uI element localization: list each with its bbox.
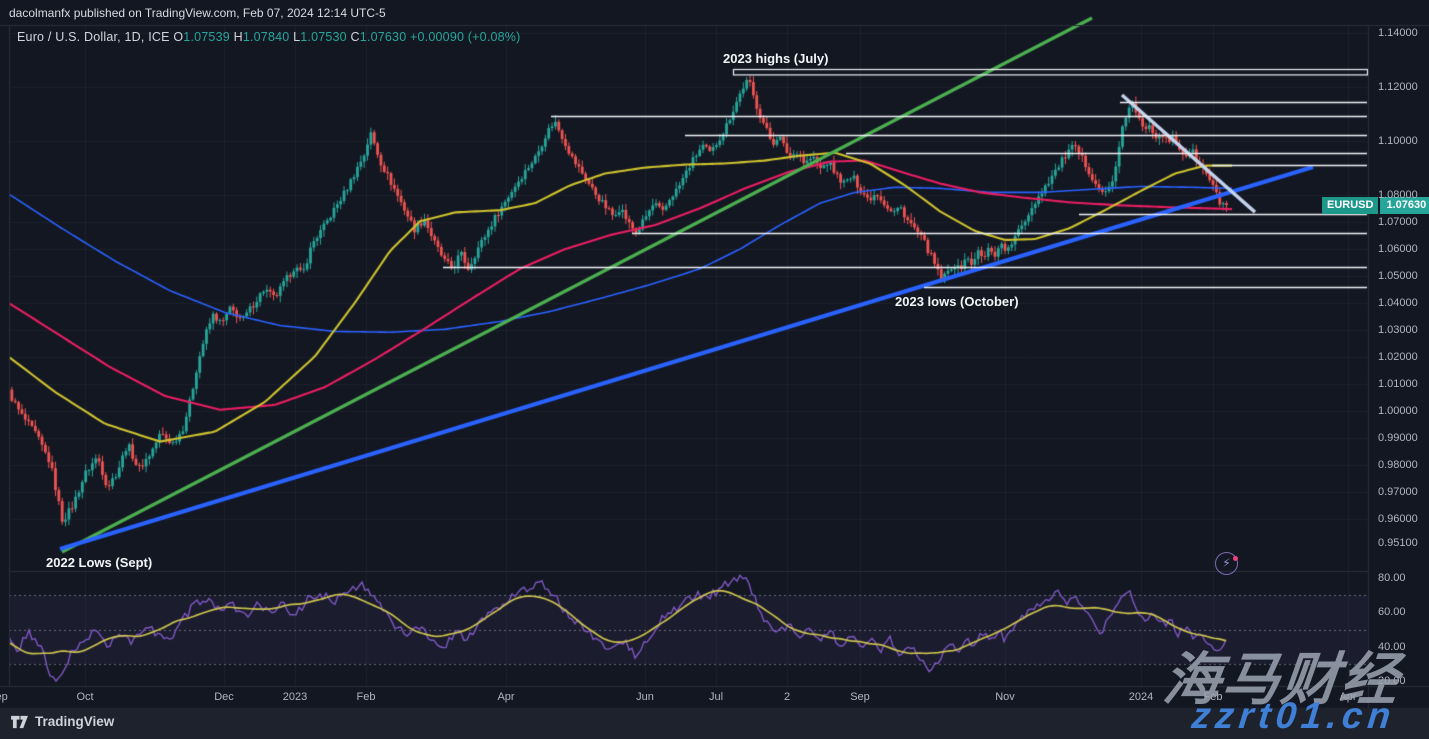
price-axis-label: 1.03000 [1378,324,1418,337]
time-axis-label: Oct [76,691,94,703]
time-axis-label: Dec [214,691,234,703]
last-price-tag: EURUSD 1.07630 [1322,197,1429,215]
annotation-2023-lows: 2023 lows (October) [895,294,1019,309]
tradingview-logo-icon [11,715,28,729]
price-axis-label: 1.04000 [1378,297,1418,310]
legend-low-value: 1.07530 [300,30,347,44]
price-scale[interactable]: 1.14000 1.12000 1.10000 1.08000 1.07000 1.060… [1368,0,1429,708]
price-axis-label: 0.99000 [1378,432,1418,445]
time-axis-label: Jun [636,691,654,703]
rsi-axis-label: 40.00 [1378,640,1406,653]
legend-close-value: 1.07630 [359,30,407,44]
legend-close-label: C [350,30,360,44]
time-axis-label: Feb [1203,691,1223,703]
time-axis-label: 2024 [1128,691,1154,703]
time-axis-label: Nov [995,691,1015,703]
legend-symbol: Euro / U.S. Dollar, 1D, ICE [17,30,170,44]
legend-open-label: O [173,30,184,44]
price-axis-label: 0.98000 [1378,459,1418,472]
time-axis-label: 2 [783,691,791,703]
rsi-scale[interactable]: 80.00 60.00 40.00 20.00 [1368,0,1429,708]
price-axis-label: 1.14000 [1378,27,1418,40]
chart-legend: Euro / U.S. Dollar, 1D, ICE O1.07539 H1.… [17,30,520,44]
time-axis-label: Sep [850,691,870,703]
legend-high-label: H [233,30,243,44]
footer-bar: TradingView [0,708,1429,739]
last-price-value: 1.07630 [1380,197,1429,215]
publisher-line: dacolmanfx published on TradingView.com,… [9,6,386,20]
annotation-2022-lows: 2022 Lows (Sept) [46,555,153,570]
price-axis-label: 1.00000 [1378,405,1418,418]
price-axis-label: 0.97000 [1378,486,1418,499]
rsi-axis-label: 80.00 [1378,572,1406,584]
legend-open-value: 1.07539 [183,30,230,44]
price-axis-label: 0.95100 [1378,537,1418,550]
time-axis-label: Apr [1339,691,1357,703]
legend-change: +0.00090 (+0.08%) [410,30,521,44]
price-axis-label: 1.05000 [1378,270,1418,283]
symbol-badge: EURUSD [1322,197,1379,215]
time-axis-label: Apr [497,691,515,703]
price-axis-label: 1.12000 [1378,81,1418,94]
legend-high-value: 1.07840 [242,30,290,44]
flash-notification-dot [1233,556,1238,561]
time-axis-label: Sep [0,691,8,703]
price-axis-label: 0.96000 [1378,513,1418,526]
price-axis-label: 1.06000 [1378,243,1418,256]
annotation-2023-highs: 2023 highs (July) [723,51,829,66]
time-axis-label: Feb [356,691,376,703]
price-axis-label: 1.07000 [1378,216,1418,229]
flash-publish-icon[interactable]: ⚡ [1215,552,1238,575]
price-axis-label: 1.02000 [1378,351,1418,364]
price-axis-label: 1.01000 [1378,378,1418,391]
tag-gap [1378,197,1381,215]
legend-low-label: L [293,30,301,44]
tradingview-logo-text: TradingView [35,714,115,729]
rsi-axis-label: 20.00 [1378,675,1406,688]
price-axis-label: 1.08000 [1378,189,1418,202]
price-axis-label: 1.10000 [1378,135,1418,148]
time-axis-label: 2023 [282,691,308,703]
rsi-axis-label: 60.00 [1378,606,1406,619]
time-axis-label: Jul [708,691,724,703]
time-scale[interactable]: Sep Oct Dec 2023 Feb Apr Jun Jul 2 Sep Nov 2024 Feb A… [0,686,1368,708]
tradingview-logo-link[interactable]: TradingView [10,714,114,729]
